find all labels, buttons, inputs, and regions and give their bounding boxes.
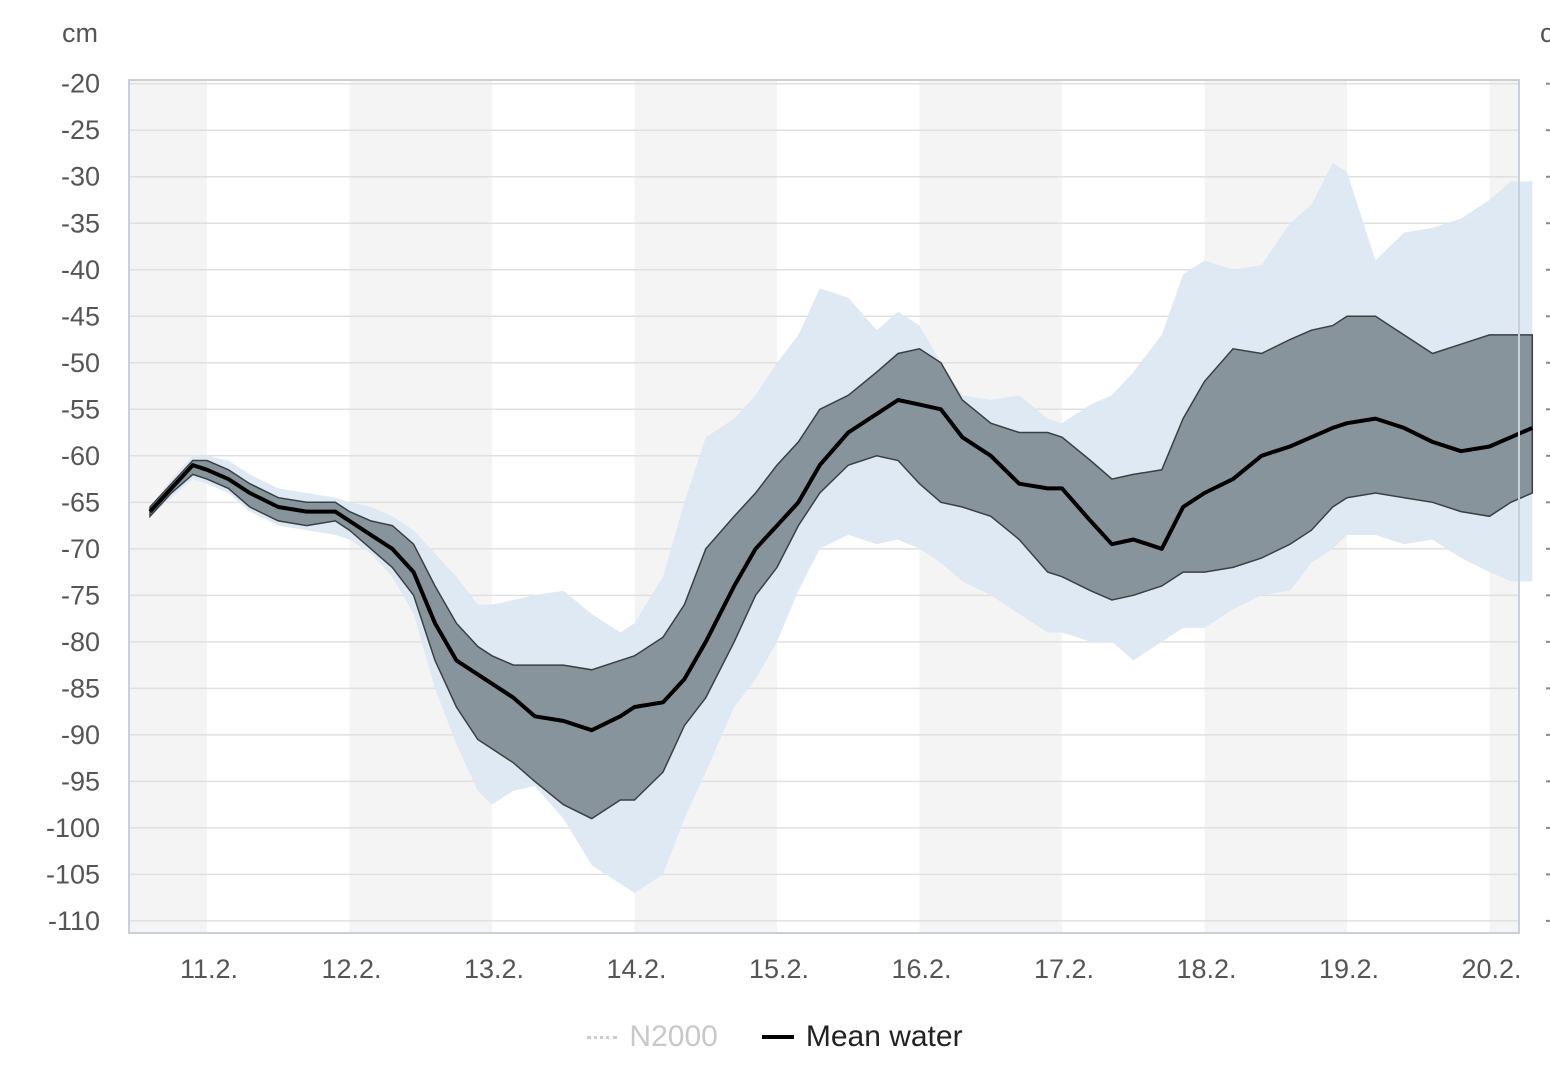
x-tick-label: 20.2. xyxy=(1461,954,1521,984)
y-tick-label: -35 xyxy=(61,208,100,238)
y-tick-label: -85 xyxy=(61,673,100,703)
day-shade xyxy=(129,80,207,933)
x-tick-label: 15.2. xyxy=(749,954,809,984)
x-tick-label: 17.2. xyxy=(1034,954,1094,984)
y-axis-unit-left: cm xyxy=(62,18,98,48)
x-tick-label: 11.2. xyxy=(180,954,238,984)
legend-item-mean-water[interactable]: Mean water xyxy=(761,1020,963,1054)
y-tick-label: -50 xyxy=(61,348,100,378)
y-tick-label: -65 xyxy=(61,487,100,517)
water-level-chart: cm c -20 -25 -30 -35 -40 -45 -50 -55 -60 -65 -70 -7… xyxy=(46,18,1550,984)
x-tick-label: 18.2. xyxy=(1176,954,1236,984)
y-tick-label: -20 xyxy=(61,69,100,99)
legend: N2000 Mean water xyxy=(0,1020,1550,1054)
y-tick-label: -55 xyxy=(61,394,100,424)
y-tick-label: -45 xyxy=(61,301,100,331)
y-axis-unit-right: c xyxy=(1540,18,1550,48)
y-tick-label: -75 xyxy=(61,580,100,610)
x-tick-label: 14.2. xyxy=(606,954,666,984)
x-tick-label: 19.2. xyxy=(1319,954,1379,984)
x-tick-label: 13.2. xyxy=(464,954,524,984)
y-tick-label: -95 xyxy=(61,766,100,796)
x-tick-label: 12.2. xyxy=(321,954,381,984)
inner-range-band xyxy=(149,315,1534,820)
y-tick-label: -110 xyxy=(48,906,100,936)
mean-water-line xyxy=(148,398,1534,733)
y-tick-label: -90 xyxy=(61,720,100,750)
y-tick-label: -30 xyxy=(61,162,100,192)
day-shade xyxy=(349,80,492,933)
legend-dotted-line-icon xyxy=(587,1035,618,1039)
legend-label-n2000: N2000 xyxy=(629,1020,718,1053)
y-tick-label: -25 xyxy=(61,115,100,145)
y-tick-label: -40 xyxy=(61,255,100,285)
legend-item-n2000[interactable]: N2000 xyxy=(587,1020,718,1054)
y-axis-right-ticks xyxy=(1546,82,1550,922)
x-axis-tick-labels: 11.2. 12.2. 13.2. 14.2. 15.2. 16.2. 17.2. 18.2.… xyxy=(180,954,1522,984)
x-tick-label: 16.2. xyxy=(891,954,951,984)
legend-label-mean-water: Mean water xyxy=(805,1020,963,1053)
y-axis-tick-labels: -20 -25 -30 -35 -40 -45 -50 -55 -60 -65 -70 -75 -80 -… xyxy=(46,69,100,936)
plot-frame xyxy=(128,79,1520,934)
y-tick-label: -105 xyxy=(46,859,100,889)
y-tick-label: -70 xyxy=(61,534,100,564)
legend-solid-line-icon xyxy=(761,1035,794,1039)
y-tick-label: -100 xyxy=(46,813,100,843)
y-tick-label: -60 xyxy=(61,441,100,471)
y-tick-label: -80 xyxy=(61,627,100,657)
